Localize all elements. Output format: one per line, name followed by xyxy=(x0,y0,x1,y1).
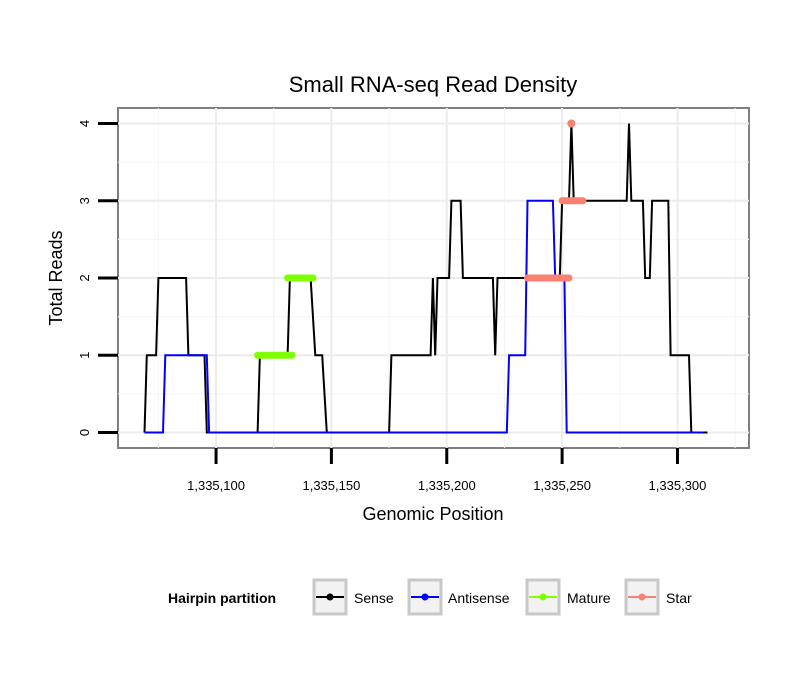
x-tick-label: 1,335,150 xyxy=(302,478,360,493)
legend-key-dot-star xyxy=(638,593,646,601)
x-axis: 1,335,100 1,335,150 1,335,200 1,335,250 1,33… xyxy=(187,448,706,493)
x-tick-label: 1,335,100 xyxy=(187,478,245,493)
y-tick-label: 1 xyxy=(77,352,92,359)
legend-key-dot-sense xyxy=(326,593,334,601)
series-layer xyxy=(143,119,708,434)
y-tick-label: 3 xyxy=(77,197,92,204)
y-axis: 0 1 2 3 4 xyxy=(77,120,118,436)
legend-key-dot-antisense xyxy=(421,593,429,601)
y-axis-label: Total Reads xyxy=(46,230,66,325)
y-tick-label: 4 xyxy=(77,120,92,127)
x-tick-label: 1,335,200 xyxy=(418,478,476,493)
y-tick-label: 0 xyxy=(77,429,92,436)
legend-label-sense: Sense xyxy=(354,590,394,606)
legend-key-dot-mature xyxy=(539,593,547,601)
legend-title: Hairpin partition xyxy=(168,590,276,606)
series-point-star xyxy=(567,119,576,128)
legend-label-star: Star xyxy=(666,590,692,606)
chart-title: Small RNA-seq Read Density xyxy=(289,72,578,97)
x-axis-label: Genomic Position xyxy=(362,504,503,524)
legend-label-antisense: Antisense xyxy=(448,590,510,606)
x-tick-label: 1,335,300 xyxy=(649,478,707,493)
y-tick-label: 2 xyxy=(77,274,92,281)
legend: Hairpin partition Sense Antisense Mature St… xyxy=(168,578,692,616)
legend-label-mature: Mature xyxy=(567,590,611,606)
x-tick-label: 1,335,250 xyxy=(533,478,591,493)
